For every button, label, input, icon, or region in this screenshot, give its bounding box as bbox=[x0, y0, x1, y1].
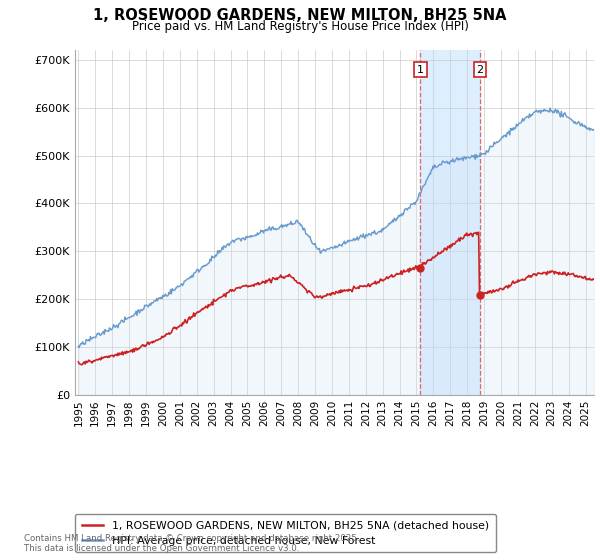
Text: 2: 2 bbox=[476, 64, 484, 74]
Legend: 1, ROSEWOOD GARDENS, NEW MILTON, BH25 5NA (detached house), HPI: Average price, : 1, ROSEWOOD GARDENS, NEW MILTON, BH25 5N… bbox=[75, 514, 496, 552]
Text: Contains HM Land Registry data © Crown copyright and database right 2025.
This d: Contains HM Land Registry data © Crown c… bbox=[24, 534, 359, 553]
Text: 1, ROSEWOOD GARDENS, NEW MILTON, BH25 5NA: 1, ROSEWOOD GARDENS, NEW MILTON, BH25 5N… bbox=[93, 8, 507, 24]
Text: 1: 1 bbox=[417, 64, 424, 74]
Text: Price paid vs. HM Land Registry's House Price Index (HPI): Price paid vs. HM Land Registry's House … bbox=[131, 20, 469, 33]
Bar bbox=[421, 50, 480, 395]
